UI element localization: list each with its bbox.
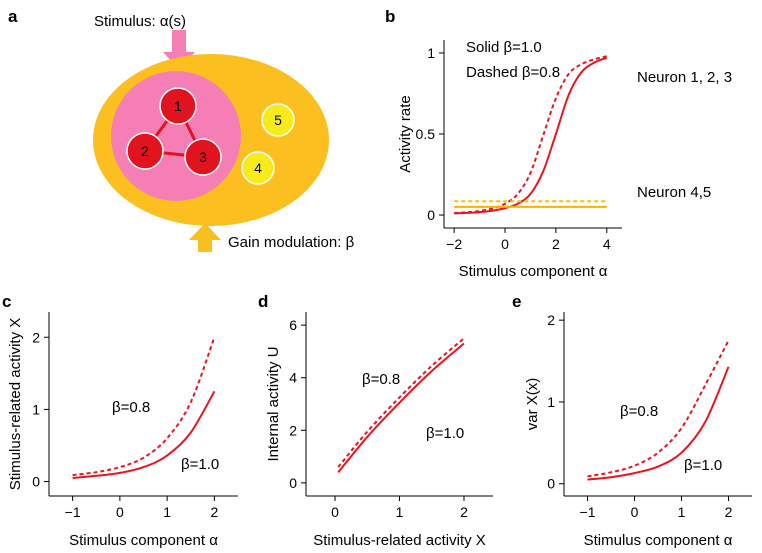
y-tick-label: 2 — [32, 329, 40, 345]
panel-a-label: a — [8, 7, 18, 26]
x-axis-label: Stimulus component α — [459, 263, 608, 280]
x-axis-label: Stimulus component α — [69, 532, 218, 549]
x-tick-label: 2 — [725, 504, 733, 520]
chart-b: −2 0 2 4 0 0.5 1 Stimulus component α Activity r… — [397, 39, 732, 280]
x-tick-label: 2 — [210, 504, 218, 520]
y-tick-label: 1 — [427, 45, 435, 61]
neuron-5-label: 5 — [274, 112, 282, 128]
y-axis-label: Activity rate — [397, 95, 414, 173]
neuron-1: 1 — [159, 87, 197, 125]
neuron-3-label: 3 — [199, 149, 207, 165]
panel-b-label: b — [385, 7, 395, 26]
annotation: β=1.0 — [426, 425, 464, 442]
series-line-0 — [587, 366, 730, 481]
x-tick-label: 4 — [603, 236, 611, 252]
x-tick-label: 2 — [460, 504, 468, 520]
neuron-1-label: 1 — [174, 98, 182, 114]
y-axis-label: Stimulus-related activity X — [7, 318, 24, 491]
y-tick-label: 2 — [547, 312, 555, 328]
annotation: β=0.8 — [112, 399, 150, 416]
annotation: Neuron 4,5 — [637, 184, 711, 201]
y-tick-label: 2 — [289, 422, 297, 438]
y-tick-label: 0 — [289, 475, 297, 491]
annotation: β=0.8 — [620, 403, 658, 420]
series-line-0 — [454, 56, 608, 215]
x-tick-label: −2 — [446, 236, 462, 252]
neuron-3: 3 — [184, 138, 222, 176]
x-tick-label: 0 — [501, 236, 509, 252]
y-axis-label: Internal activity U — [265, 346, 282, 461]
annotation: Neuron 1, 2, 3 — [637, 69, 732, 86]
x-tick-label: 1 — [396, 504, 404, 520]
x-tick-label: 1 — [163, 504, 171, 520]
neuron-5: 5 — [261, 103, 295, 137]
stimulus-label: Stimulus: α(s) — [94, 13, 186, 30]
y-tick-label: 0.5 — [416, 126, 436, 142]
x-tick-label: 2 — [552, 236, 560, 252]
neuron-4-label: 4 — [254, 160, 262, 176]
legend-text: Dashed β=0.8 — [466, 64, 560, 81]
annotation: β=1.0 — [684, 457, 722, 474]
x-tick-label: 0 — [631, 504, 639, 520]
y-tick-label: 0 — [32, 474, 40, 490]
y-tick-label: 0 — [547, 476, 555, 492]
series-line-0 — [72, 390, 216, 479]
neuron-2: 2 — [126, 132, 164, 170]
x-tick-label: 0 — [331, 504, 339, 520]
neuron-2-label: 2 — [141, 143, 149, 159]
neuron-4: 4 — [241, 151, 275, 185]
y-tick-label: 4 — [289, 370, 297, 386]
chart-d: 0 1 2 0 2 4 6 Stimulus-related activity X Intern… — [265, 312, 493, 549]
panel-d-label: d — [258, 292, 268, 311]
series-line-1 — [72, 336, 216, 477]
x-axis-label: Stimulus component α — [584, 532, 733, 549]
annotation: β=0.8 — [362, 371, 400, 388]
chart-c: −1 0 1 2 0 1 2 Stimulus component α Stimulus-rel… — [7, 312, 238, 549]
series-line-1 — [337, 337, 465, 468]
panel-e-label: e — [512, 292, 521, 311]
y-tick-label: 1 — [547, 394, 555, 410]
x-tick-label: −1 — [580, 504, 596, 520]
y-axis-label: var X(x) — [524, 378, 541, 431]
gain-arrow-icon — [189, 223, 221, 252]
x-tick-label: 1 — [678, 504, 686, 520]
x-tick-label: 0 — [116, 504, 124, 520]
chart-e: −1 0 1 2 0 1 2 Stimulus component α var X(x) β=0.… — [524, 312, 752, 549]
series-line-1 — [454, 55, 607, 215]
gain-label: Gain modulation: β — [228, 234, 355, 251]
y-tick-label: 1 — [32, 401, 40, 417]
panel-a: a Stimulus: α(s) 1 2 3 4 5 Gain modulati… — [8, 7, 355, 252]
legend-text: Solid β=1.0 — [466, 39, 542, 56]
panel-c-label: c — [2, 292, 11, 311]
series-line-0 — [337, 342, 465, 473]
y-tick-label: 0 — [427, 207, 435, 223]
y-tick-label: 6 — [289, 317, 297, 333]
x-axis-label: Stimulus-related activity X — [313, 532, 486, 549]
annotation: β=1.0 — [181, 456, 219, 473]
series-line-1 — [587, 340, 730, 478]
x-tick-label: −1 — [65, 504, 81, 520]
